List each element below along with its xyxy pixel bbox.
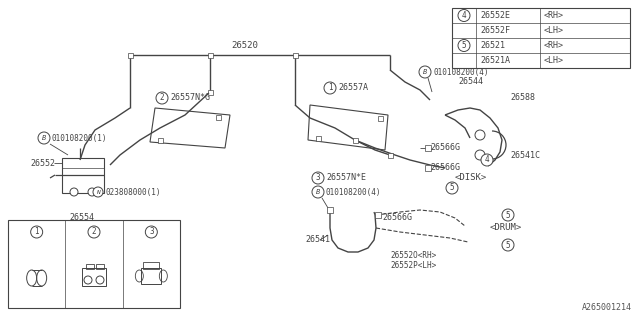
Bar (216, 115, 221, 119)
Bar (86, 264, 94, 269)
Bar (95, 189, 101, 195)
Bar (452, 8, 630, 68)
Circle shape (84, 276, 92, 284)
Text: 26557N*E: 26557N*E (326, 173, 366, 182)
Text: B: B (42, 135, 46, 141)
Bar (62, 158, 104, 193)
Text: <RH>: <RH> (544, 11, 564, 20)
Circle shape (156, 92, 168, 104)
Bar (8, 220, 180, 308)
Text: <DRUM>: <DRUM> (490, 223, 522, 233)
Circle shape (458, 10, 470, 21)
Text: <LH>: <LH> (544, 56, 564, 65)
Bar (387, 153, 392, 157)
Text: 26541C: 26541C (510, 150, 540, 159)
Bar (316, 135, 321, 140)
Circle shape (324, 82, 336, 94)
Text: 26588: 26588 (510, 93, 535, 102)
Text: 023808000(1): 023808000(1) (105, 188, 161, 196)
Circle shape (31, 226, 43, 238)
Text: 010108200(4): 010108200(4) (326, 188, 381, 196)
Bar (127, 52, 132, 58)
Bar (82, 268, 106, 286)
Circle shape (88, 226, 100, 238)
Circle shape (446, 182, 458, 194)
Bar (425, 145, 431, 151)
Text: A265001214: A265001214 (582, 303, 632, 312)
Text: 26552P<LH>: 26552P<LH> (390, 260, 436, 269)
Circle shape (38, 132, 50, 144)
Circle shape (96, 276, 104, 284)
Text: 26566G: 26566G (382, 213, 412, 222)
Text: 1: 1 (35, 228, 39, 236)
Circle shape (502, 239, 514, 251)
Text: 5: 5 (506, 211, 510, 220)
Bar (207, 52, 212, 58)
Text: 26552F: 26552F (480, 26, 510, 35)
Bar (327, 207, 333, 213)
Text: <LH>: <LH> (544, 26, 564, 35)
Text: 4: 4 (461, 11, 467, 20)
Circle shape (458, 39, 470, 52)
Text: 4: 4 (484, 156, 490, 164)
Bar (143, 262, 159, 269)
Circle shape (481, 154, 493, 166)
Bar (378, 116, 383, 121)
Bar (157, 138, 163, 142)
Text: 5: 5 (450, 183, 454, 193)
Text: 010108200(1): 010108200(1) (52, 133, 108, 142)
Text: 5: 5 (461, 41, 467, 50)
Text: <RH>: <RH> (544, 41, 564, 50)
Text: 26557A: 26557A (338, 84, 368, 92)
Text: 26552O<RH>: 26552O<RH> (390, 251, 436, 260)
Text: B: B (316, 189, 320, 195)
Text: N: N (96, 189, 100, 195)
Circle shape (502, 209, 514, 221)
Bar (425, 165, 431, 171)
Text: <DISK>: <DISK> (455, 173, 487, 182)
Text: 010108200(4): 010108200(4) (433, 68, 488, 76)
Bar (96, 264, 104, 269)
Text: B: B (423, 69, 427, 75)
Text: 2: 2 (160, 93, 164, 102)
Text: 26552E: 26552E (480, 11, 510, 20)
Circle shape (312, 172, 324, 184)
Text: 26521A: 26521A (480, 56, 510, 65)
Text: 3: 3 (316, 173, 320, 182)
Text: 26544: 26544 (458, 77, 483, 86)
Bar (141, 268, 161, 284)
Bar (353, 138, 358, 142)
Text: 26552: 26552 (30, 158, 55, 167)
Text: 26566G: 26566G (430, 143, 460, 153)
Circle shape (419, 66, 431, 78)
Bar (292, 52, 298, 58)
Text: 26520: 26520 (232, 42, 259, 51)
Circle shape (88, 188, 96, 196)
Text: 26554: 26554 (70, 213, 95, 222)
Text: 26557N*G: 26557N*G (170, 93, 210, 102)
Text: 3: 3 (149, 228, 154, 236)
Circle shape (312, 186, 324, 198)
Circle shape (93, 187, 103, 197)
Bar (375, 212, 381, 218)
Text: 26566G: 26566G (430, 164, 460, 172)
Text: 2: 2 (92, 228, 96, 236)
Text: 26541: 26541 (305, 236, 330, 244)
Text: 5: 5 (506, 241, 510, 250)
Bar (207, 90, 212, 94)
Circle shape (145, 226, 157, 238)
Circle shape (70, 188, 78, 196)
Text: 26521: 26521 (480, 41, 505, 50)
Text: 1: 1 (328, 84, 332, 92)
